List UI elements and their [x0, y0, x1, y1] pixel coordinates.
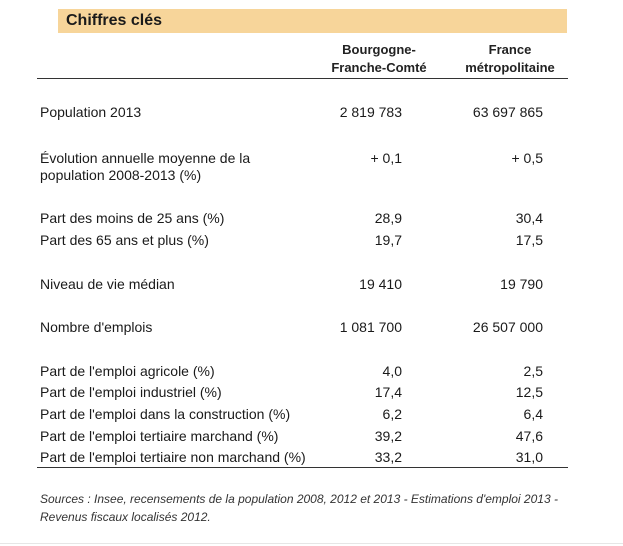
cell-bourgogne: 1 081 700 [339, 319, 402, 335]
row-label: Part de l'emploi tertiaire marchand (%) [40, 428, 279, 444]
column-header-france: France métropolitaine [448, 41, 572, 77]
row-label: Part des moins de 25 ans (%) [40, 210, 225, 226]
cell-france: 19 790 [500, 276, 543, 292]
cell-bourgogne: 28,9 [374, 210, 402, 226]
cell-bourgogne: + 0,1 [370, 150, 402, 166]
table-bottom-divider [37, 467, 568, 468]
column-header-line: Bourgogne- [342, 42, 416, 57]
cell-france: 6,4 [523, 406, 543, 422]
cell-bourgogne: 4,0 [382, 363, 402, 379]
cell-france: 63 697 865 [472, 104, 543, 120]
row-label: Part de l'emploi tertiaire non marchand … [40, 449, 306, 465]
row-label: Part de l'emploi agricole (%) [40, 363, 215, 379]
cell-bourgogne: 6,2 [382, 406, 402, 422]
row-label: Part de l'emploi dans la construction (%… [40, 406, 291, 422]
cell-france: 17,5 [515, 232, 543, 248]
table-title: Chiffres clés [66, 12, 163, 29]
row-label: Population 2013 [40, 104, 142, 120]
cell-bourgogne: 19 410 [359, 276, 402, 292]
row-label: Niveau de vie médian [40, 276, 175, 292]
row-label: Évolution annuelle moyenne de la populat… [40, 150, 250, 184]
row-label: Part des 65 ans et plus (%) [40, 232, 209, 248]
column-header-line: métropolitaine [465, 60, 555, 75]
row-label: Part de l'emploi industriel (%) [40, 384, 222, 400]
cell-france: 26 507 000 [472, 319, 543, 335]
column-header-line: France [488, 42, 532, 57]
row-label-line: Évolution annuelle moyenne de la [40, 150, 251, 166]
cell-france: 2,5 [523, 363, 543, 379]
footnote-line: Sources : Insee, recensements de la popu… [40, 492, 558, 506]
column-header-bourgogne: Bourgogne- Franche-Comté [318, 41, 440, 77]
page-bottom-border [0, 543, 623, 544]
sources-footnote: Sources : Insee, recensements de la popu… [40, 490, 580, 526]
header-divider [37, 78, 568, 79]
cell-france: + 0,5 [511, 150, 543, 166]
footnote-line: Revenus fiscaux localisés 2012. [40, 510, 211, 524]
cell-bourgogne: 33,2 [374, 449, 402, 465]
cell-france: 31,0 [515, 449, 543, 465]
column-header-line: Franche-Comté [331, 60, 427, 75]
cell-bourgogne: 19,7 [374, 232, 402, 248]
cell-bourgogne: 2 819 783 [339, 104, 402, 120]
cell-bourgogne: 17,4 [374, 384, 402, 400]
cell-bourgogne: 39,2 [374, 428, 402, 444]
row-label-line: population 2008-2013 (%) [40, 167, 202, 183]
cell-france: 30,4 [515, 210, 543, 226]
title-bar: Chiffres clés [58, 9, 567, 33]
row-label: Nombre d'emplois [40, 319, 153, 335]
cell-france: 47,6 [515, 428, 543, 444]
cell-france: 12,5 [515, 384, 543, 400]
